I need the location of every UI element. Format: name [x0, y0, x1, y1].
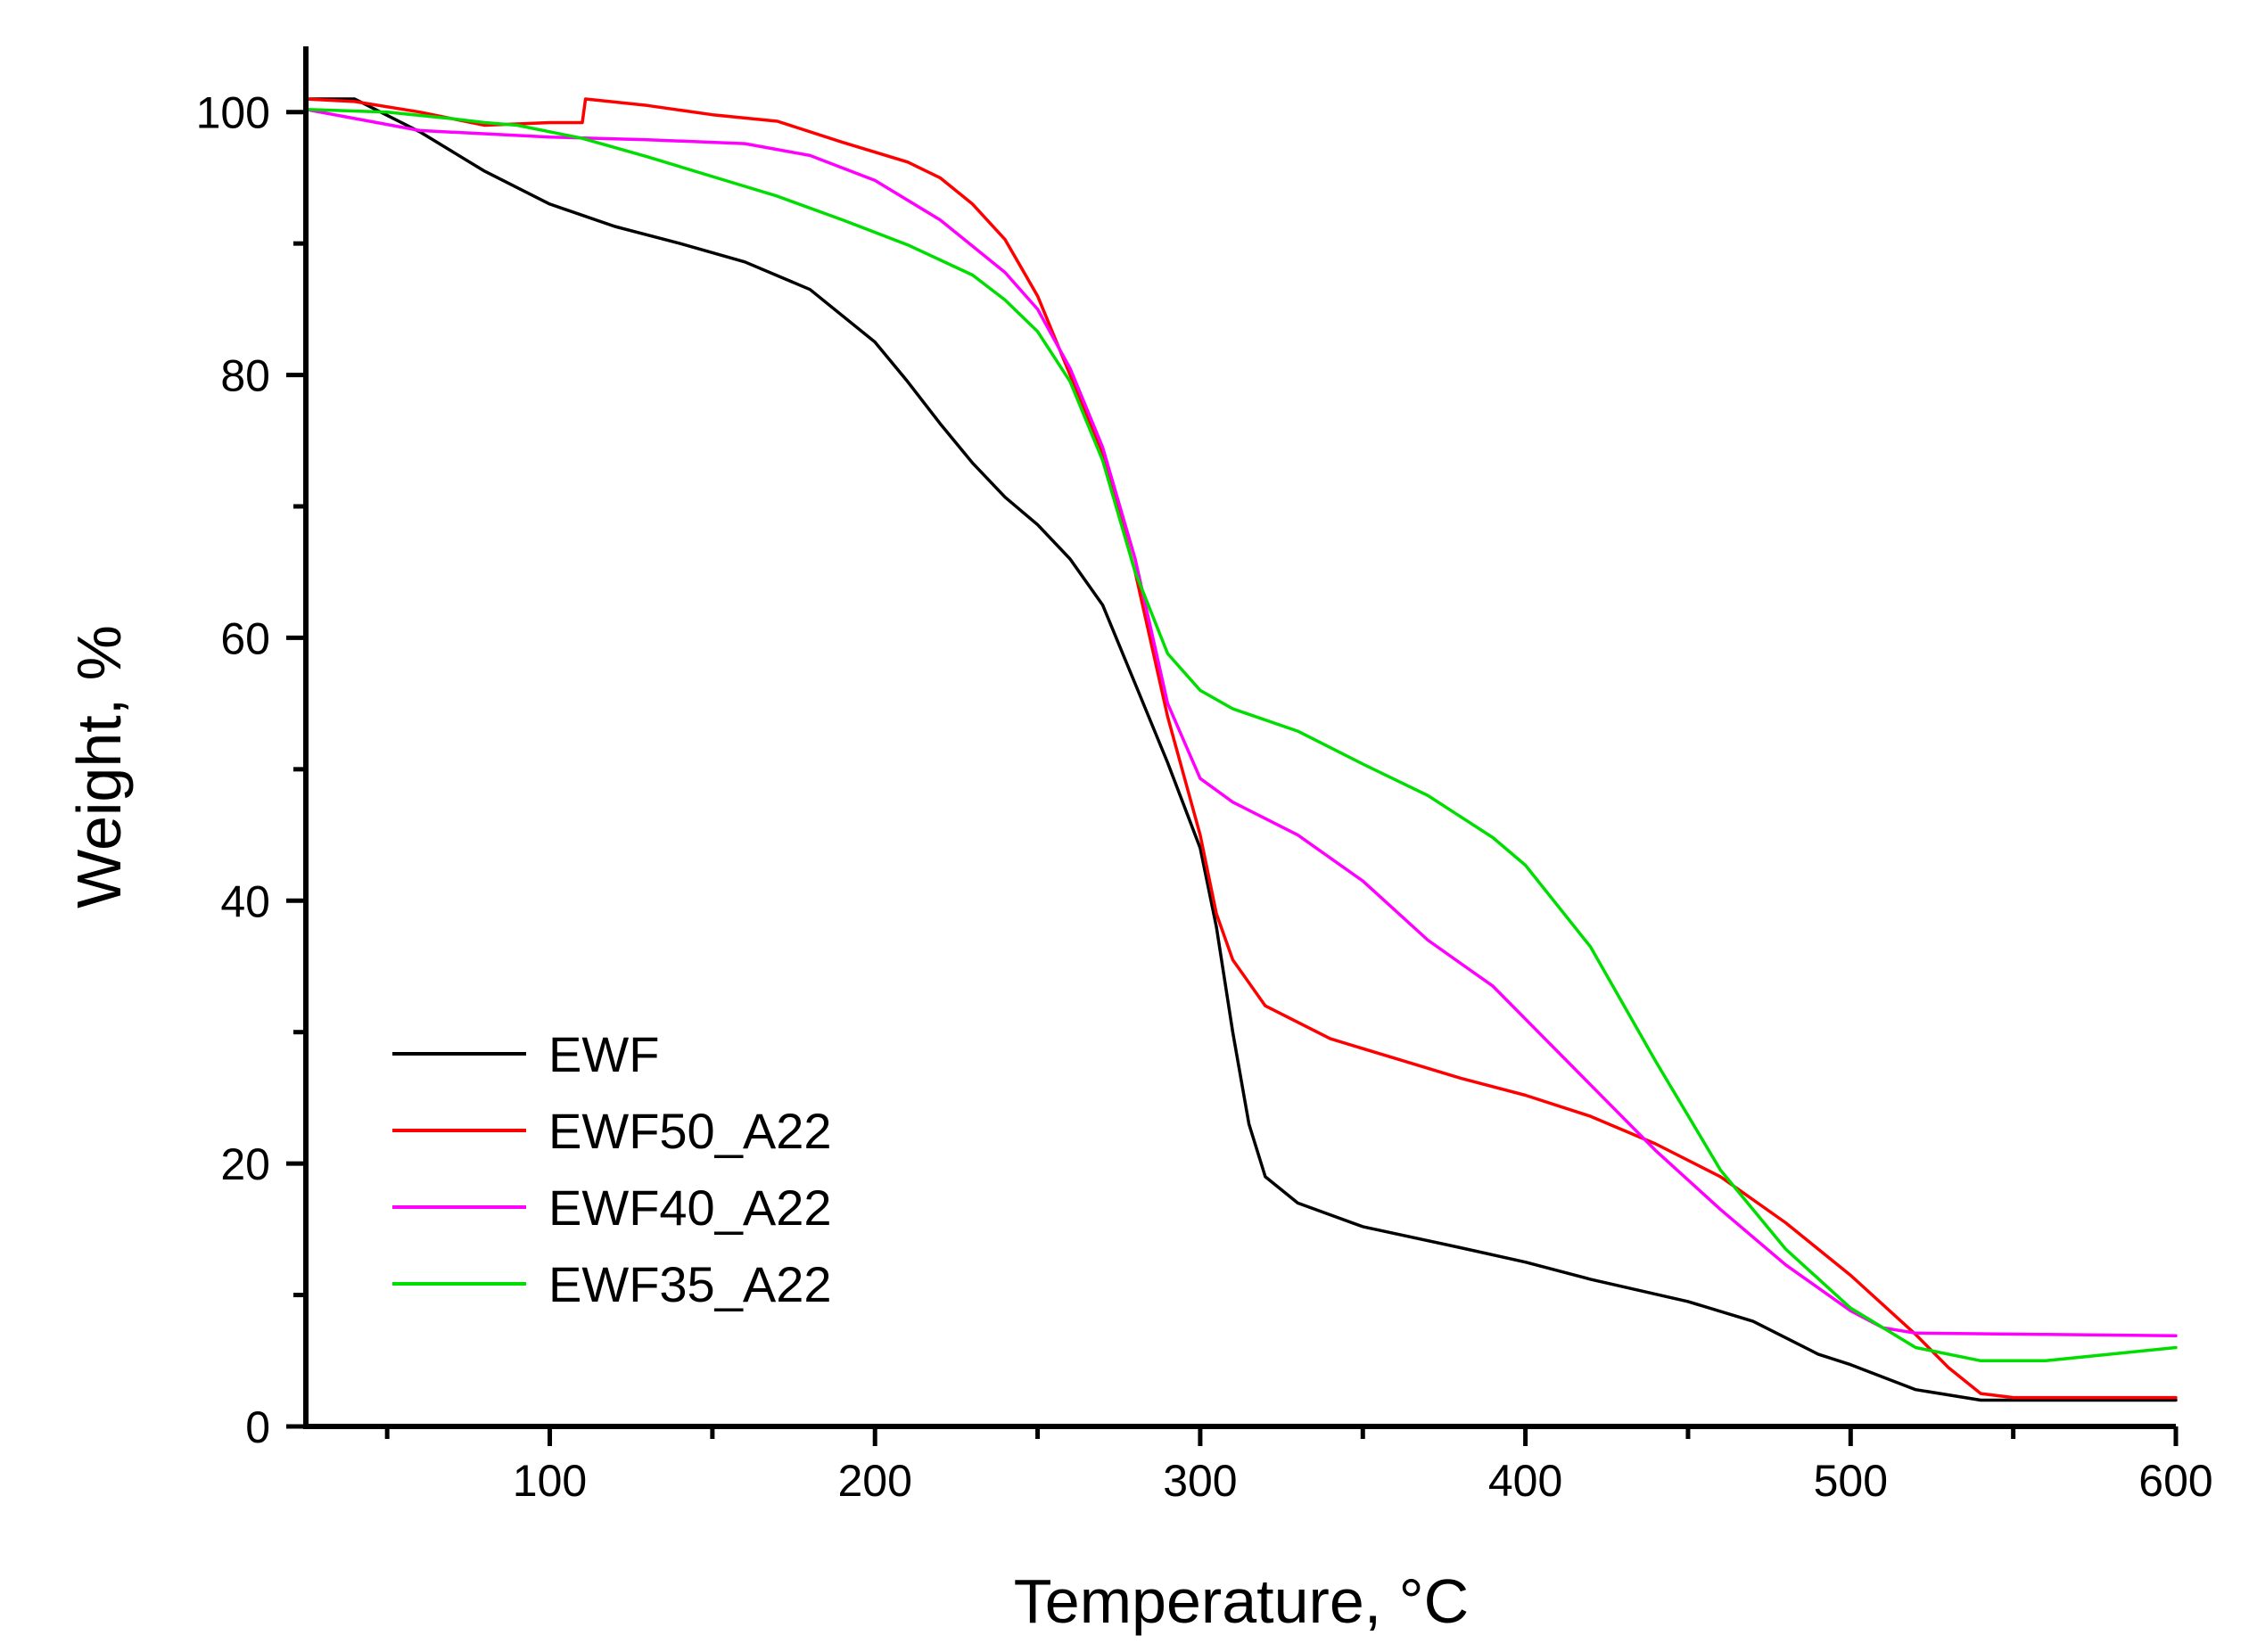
y-tick-label: 60: [220, 613, 270, 663]
tick-layer: 100 200 300 400 500 600 0 20 40 60 80 100: [196, 88, 2213, 1506]
y-tick-label: 100: [196, 88, 270, 138]
y-tick-label: 80: [220, 351, 270, 401]
y-tick-label: 40: [220, 876, 270, 926]
legend-label-ewf40-a22: EWF40_A22: [548, 1179, 832, 1236]
series-line-ewf: [304, 97, 2178, 1402]
x-tick-label: 500: [1814, 1456, 1888, 1506]
series-line-ewf35-a22: [304, 108, 2178, 1363]
legend-label-ewf: EWF: [548, 1026, 659, 1082]
x-tick-label: 100: [513, 1456, 587, 1506]
y-axis-title: Weight, %: [64, 625, 134, 908]
x-axis-title: Temperature, °C: [1014, 1566, 1469, 1636]
y-tick-label: 20: [220, 1139, 270, 1189]
series-layer: [304, 97, 2178, 1402]
x-tick-label: 300: [1163, 1456, 1237, 1506]
y-tick-label: 0: [245, 1402, 270, 1452]
legend-label-ewf50-a22: EWF50_A22: [548, 1103, 832, 1159]
legend: EWF EWF50_A22 EWF40_A22 EWF35_A22: [392, 1026, 832, 1312]
legend-label-ewf35-a22: EWF35_A22: [548, 1256, 832, 1312]
series-line-ewf50-a22: [304, 97, 2178, 1400]
x-tick-label: 400: [1488, 1456, 1562, 1506]
x-tick-label: 600: [2138, 1456, 2212, 1506]
x-tick-label: 200: [837, 1456, 911, 1506]
series-line-ewf40-a22: [304, 108, 2178, 1338]
